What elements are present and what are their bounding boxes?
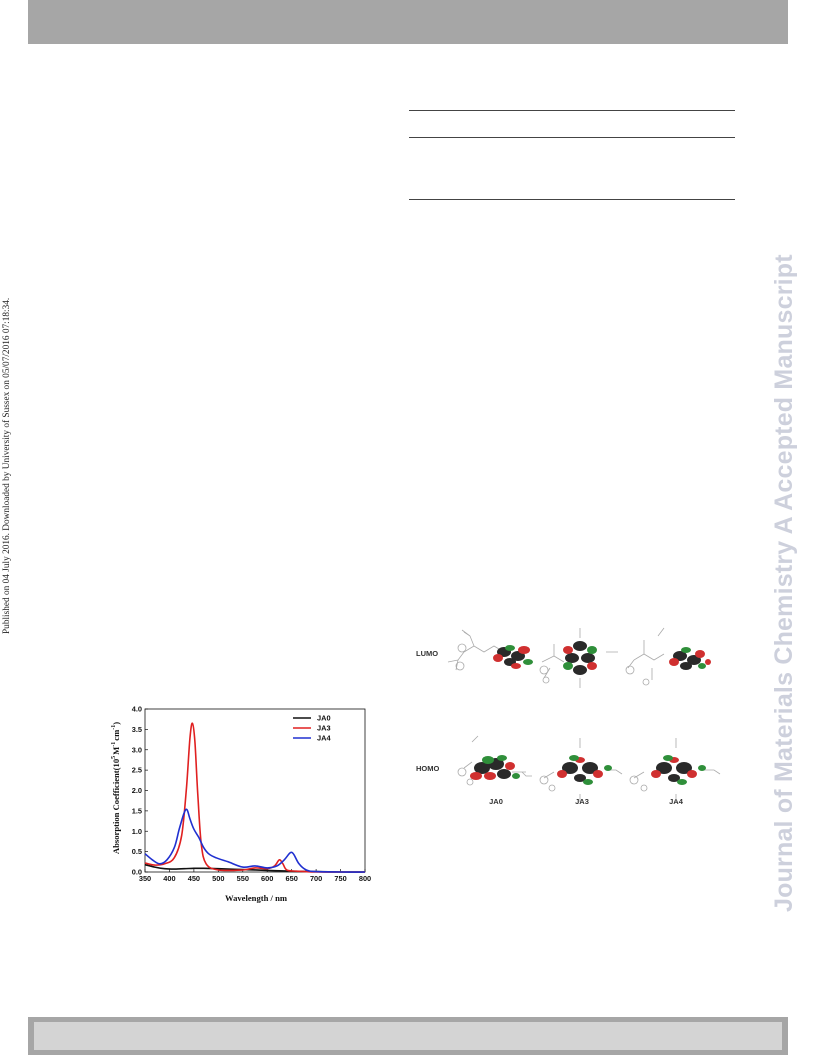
- absorption-chart: 350 400 450 500 550 600 650 700 750 800 0.0 0.5 1.0 1…: [107, 700, 375, 910]
- column-label-ja3: JA3: [575, 797, 589, 806]
- absorption-chart-svg: 350 400 450 500 550 600 650 700 750 800 0.0 0.5 1.0 1…: [111, 705, 371, 904]
- table-rule-header: [409, 137, 735, 138]
- x-axis-label: Wavelength / nm: [225, 893, 288, 903]
- molecule-homo-ja0: [457, 735, 532, 786]
- series-line-ja3: [144, 722, 365, 873]
- y-tick-label: 0.5: [132, 847, 142, 856]
- journal-watermark: Journal of Materials Chemistry A Accepte…: [770, 254, 798, 912]
- table-rule-bottom: [409, 199, 735, 200]
- molecule-homo-ja4: [629, 738, 721, 802]
- series-line-ja4: [144, 808, 366, 873]
- x-tick-label: 500: [212, 874, 224, 883]
- row-label-lumo: LUMO: [416, 649, 438, 658]
- column-label-ja0: JA0: [489, 797, 503, 806]
- y-axis-label-unit-m-sup: -1: [111, 742, 117, 747]
- y-axis-label-suffix: ): [111, 722, 121, 725]
- y-axis-label-unit-cm: cm: [111, 729, 121, 741]
- x-tick-label: 350: [139, 874, 151, 883]
- molecule-lumo-ja4: [625, 627, 711, 686]
- x-tick-label: 400: [163, 874, 175, 883]
- y-axis-label: Absorption Coefficient(105M-1cm-1): [111, 722, 121, 854]
- y-axis-label-unit-m: M: [111, 747, 121, 755]
- legend-label-ja4: JA4: [317, 734, 331, 743]
- y-axis-label-base: 10: [111, 759, 121, 768]
- x-tick-label: 450: [188, 874, 200, 883]
- x-tick-label: 600: [261, 874, 273, 883]
- y-axis-label-unit-cm-sup: -1: [111, 725, 117, 730]
- molecule-homo-ja3: [539, 738, 623, 802]
- legend-label-ja0: JA0: [317, 714, 331, 723]
- x-tick-label: 750: [334, 874, 346, 883]
- row-label-homo: HOMO: [416, 764, 439, 773]
- footer-bar-inner: [34, 1022, 782, 1050]
- molecule-lumo-ja0: [447, 629, 533, 671]
- x-tick-label: 700: [310, 874, 322, 883]
- y-axis-label-base-sup: 5: [111, 756, 117, 759]
- y-tick-label: 2.0: [132, 786, 142, 795]
- y-tick-label: 3.5: [132, 725, 142, 734]
- footer-bar: [28, 1017, 788, 1055]
- molecule-lumo-ja3: [539, 628, 618, 688]
- x-tick-label: 550: [237, 874, 249, 883]
- y-tick-label: 0.0: [132, 868, 142, 877]
- header-bar: [28, 0, 788, 44]
- x-tick-label: 650: [285, 874, 297, 883]
- orbital-figure-svg: LUMO HOMO JA0 JA3 JA4: [416, 627, 721, 806]
- y-tick-label: 1.5: [132, 806, 142, 815]
- y-tick-label: 3.0: [132, 745, 142, 754]
- x-tick-label: 800: [359, 874, 371, 883]
- y-tick-label: 2.5: [132, 766, 142, 775]
- y-tick-label: 1.0: [132, 827, 142, 836]
- orbital-figure: LUMO HOMO JA0 JA3 JA4: [412, 622, 732, 810]
- y-tick-label: 4.0: [132, 705, 142, 714]
- column-label-ja4: JA4: [669, 797, 684, 806]
- publication-note: Published on 04 July 2016. Downloaded by…: [2, 297, 12, 634]
- legend-label-ja3: JA3: [317, 724, 331, 733]
- table-rule-top: [409, 110, 735, 111]
- y-axis-label-prefix: Absorption Coefficient(: [111, 767, 121, 854]
